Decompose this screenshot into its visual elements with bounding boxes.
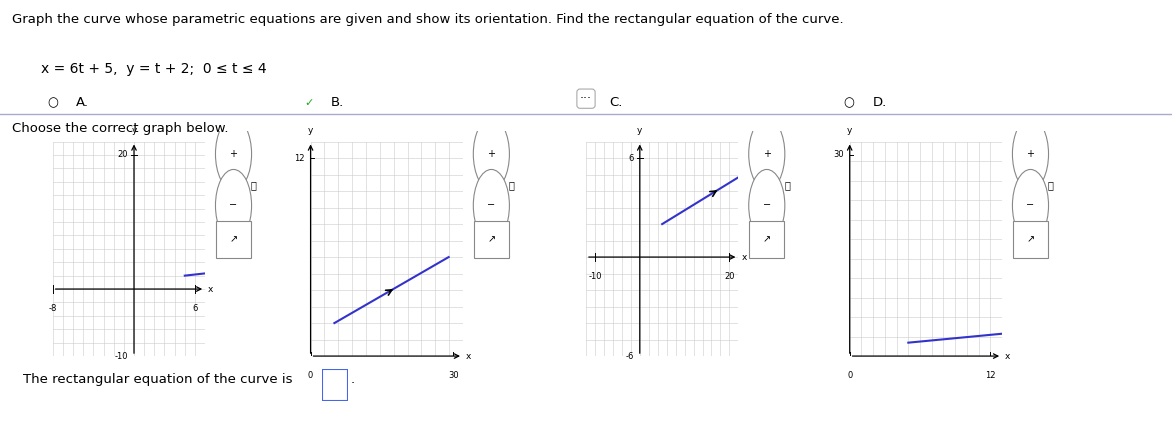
Text: -6: -6 (626, 352, 634, 360)
Text: y: y (638, 126, 642, 135)
Text: ↗: ↗ (488, 235, 496, 245)
Text: x: x (742, 253, 747, 262)
Text: 12: 12 (986, 371, 995, 380)
Text: ⌕: ⌕ (1048, 180, 1054, 190)
Text: x = 6t + 5,  y = t + 2;  0 ≤ t ≤ 4: x = 6t + 5, y = t + 2; 0 ≤ t ≤ 4 (41, 62, 267, 76)
Text: y: y (308, 126, 313, 135)
Circle shape (1013, 169, 1049, 242)
Text: A.: A. (76, 97, 89, 109)
Text: Graph the curve whose parametric equations are given and show its orientation. F: Graph the curve whose parametric equatio… (12, 13, 844, 26)
Text: ↗: ↗ (230, 235, 238, 245)
Text: 30: 30 (833, 151, 844, 160)
Text: ⌕: ⌕ (509, 180, 515, 190)
FancyBboxPatch shape (473, 221, 509, 258)
Text: 30: 30 (448, 371, 458, 380)
Text: −: − (1027, 200, 1035, 211)
Text: +: + (1027, 149, 1035, 159)
Text: Choose the correct graph below.: Choose the correct graph below. (12, 122, 229, 135)
Text: −: − (763, 200, 771, 211)
Text: 20: 20 (724, 272, 735, 281)
Text: ✓: ✓ (305, 98, 314, 108)
Circle shape (216, 118, 252, 190)
Text: y: y (847, 126, 852, 135)
Text: 12: 12 (294, 154, 305, 163)
Text: 6: 6 (192, 304, 198, 313)
Circle shape (216, 169, 252, 242)
Circle shape (473, 118, 510, 190)
Text: y: y (131, 126, 137, 135)
Text: The rectangular equation of the curve is: The rectangular equation of the curve is (23, 373, 293, 386)
Circle shape (749, 169, 785, 242)
Text: +: + (763, 149, 771, 159)
Text: x: x (1006, 352, 1010, 360)
Text: ···: ··· (580, 92, 592, 105)
Text: +: + (488, 149, 496, 159)
Text: 6: 6 (628, 154, 634, 163)
FancyBboxPatch shape (322, 369, 348, 401)
Text: -10: -10 (115, 352, 128, 360)
Text: x: x (466, 352, 471, 360)
Text: B.: B. (331, 97, 343, 109)
FancyBboxPatch shape (749, 221, 784, 258)
Circle shape (749, 118, 785, 190)
Text: x: x (209, 284, 213, 293)
Text: ○: ○ (580, 97, 591, 109)
Text: +: + (230, 149, 238, 159)
Text: −: − (230, 200, 238, 211)
Text: D.: D. (873, 97, 887, 109)
Text: .: . (350, 373, 355, 386)
Text: 0: 0 (308, 371, 313, 380)
Text: ○: ○ (844, 97, 854, 109)
Text: 20: 20 (117, 151, 128, 160)
Text: ↗: ↗ (763, 235, 771, 245)
FancyBboxPatch shape (216, 221, 251, 258)
Circle shape (1013, 118, 1049, 190)
Text: 0: 0 (847, 371, 852, 380)
Text: ⌕: ⌕ (784, 180, 790, 190)
Text: −: − (488, 200, 496, 211)
Text: C.: C. (609, 97, 622, 109)
Text: -10: -10 (588, 272, 601, 281)
FancyBboxPatch shape (1013, 221, 1048, 258)
Text: ⌕: ⌕ (251, 180, 257, 190)
Text: -8: -8 (48, 304, 57, 313)
Text: ↗: ↗ (1027, 235, 1035, 245)
Text: ○: ○ (47, 97, 57, 109)
Circle shape (473, 169, 510, 242)
